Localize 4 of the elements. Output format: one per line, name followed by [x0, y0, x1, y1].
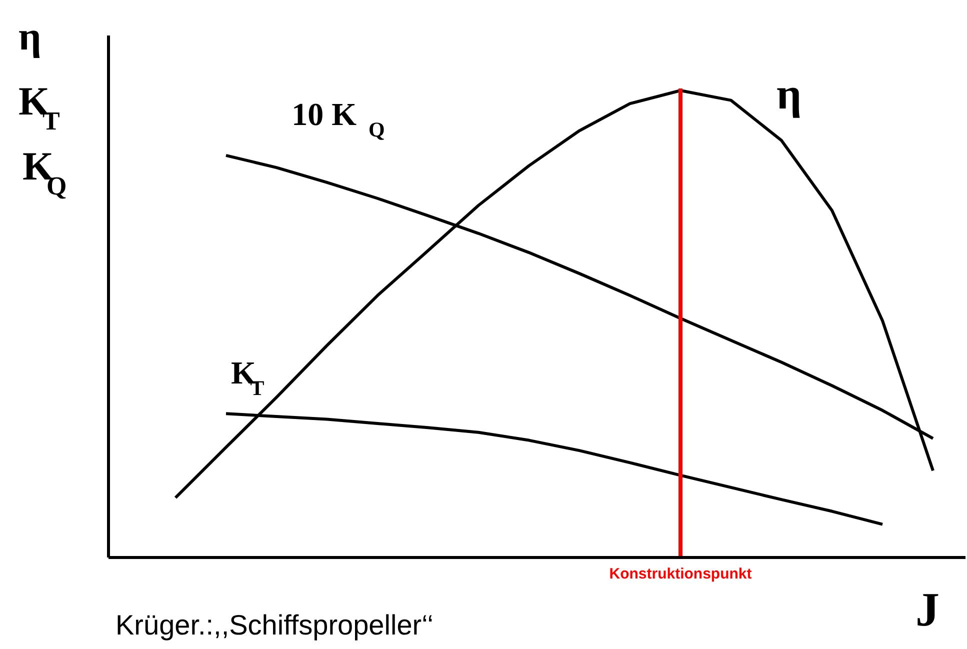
text: Konstruktionspunkt: [609, 566, 752, 582]
text: Krüger.:,,Schiffspropeller‘‘: [116, 610, 434, 640]
series-label: η: [776, 70, 802, 119]
x-axis-title: J: [916, 584, 940, 636]
